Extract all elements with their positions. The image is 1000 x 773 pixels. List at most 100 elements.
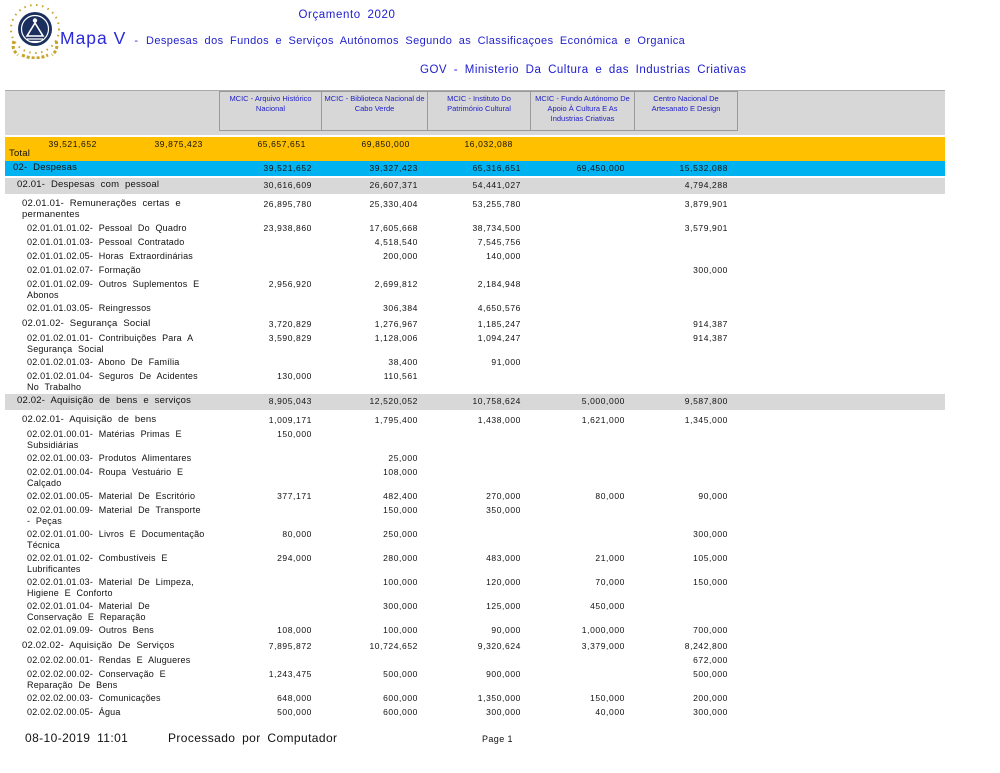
- value-cell-instituto-patrimonio: [428, 465, 531, 467]
- value-cell-biblioteca-nacional: 150,000: [383, 505, 418, 515]
- value-cell-instituto-patrimonio: [428, 451, 531, 453]
- table-row: 02.02.01.00.05- Material De Escritório 3…: [5, 489, 945, 502]
- value-cell-arquivo-historico: 377,171: [277, 491, 312, 501]
- value-cell-biblioteca-nacional: 12,520,052: [369, 396, 418, 406]
- value-cell-instituto-patrimonio: 54,441,027: [472, 180, 521, 190]
- footer-page-number: Page 1: [482, 734, 513, 744]
- value-cell-centro-artesanato: [635, 451, 738, 453]
- budget-table: MCIC - Arquivo Histórico Nacional MCIC -…: [5, 90, 945, 718]
- value-cell-fundo-autonomo: [531, 369, 635, 371]
- row-label: 02.02.01- Aquisição de bens: [22, 414, 157, 425]
- value-cell-arquivo-historico: [220, 575, 322, 577]
- map-subtitle: Despesas dos Fundos e Serviços Autónomos…: [145, 35, 686, 47]
- column-header-centro-artesanato: Centro Nacional De Artesanato E Design: [635, 91, 738, 131]
- value-cell-biblioteca-nacional: 1,276,967: [374, 319, 418, 329]
- table-row: 02.02.01.01.03- Material De Limpeza, Hig…: [5, 575, 945, 598]
- column-header-biblioteca-nacional: MCIC - Biblioteca Nacional de Cabo Verde: [322, 91, 428, 131]
- value-cell-instituto-patrimonio: 350,000: [486, 505, 521, 515]
- value-cell-instituto-patrimonio: [428, 263, 531, 265]
- value-cell-fundo-autonomo: [531, 667, 635, 669]
- value-cell-biblioteca-nacional: [322, 427, 428, 429]
- table-row: 02.02.01.09.09- Outros Bens 108,000 100,…: [5, 623, 945, 636]
- value-cell-instituto-patrimonio: 300,000: [486, 707, 521, 717]
- row-label: 02.01.01.02.07- Formação: [27, 265, 141, 275]
- value-cell-fundo-autonomo: [531, 197, 635, 199]
- table-row: 02.02- Aquisição de bens e serviços 8,90…: [5, 394, 945, 410]
- row-label: 02.02.01.01.02- Combustíveis E Lubrifica…: [27, 553, 168, 574]
- table-row: Total 39,521,652 39,875,423 65,657,651 6…: [5, 137, 945, 161]
- value-cell-centro-artesanato: [635, 355, 738, 357]
- value-cell-fundo-autonomo: 1,000,000: [581, 625, 625, 635]
- value-cell-arquivo-historico: 294,000: [277, 553, 312, 563]
- row-label: 02.01.02- Segurança Social: [22, 318, 151, 329]
- value-cell-biblioteca-nacional: 250,000: [383, 529, 418, 539]
- table-column-headers: MCIC - Arquivo Histórico Nacional MCIC -…: [5, 90, 945, 135]
- table-row: 02.02.01.00.01- Matérias Primas E Subsid…: [5, 427, 945, 450]
- value-cell-instituto-patrimonio: 38,734,500: [472, 223, 521, 233]
- document-title: Orçamento 2020: [298, 9, 396, 21]
- value-cell-centro-artesanato: [635, 369, 738, 371]
- value-cell-fundo-autonomo: [531, 178, 635, 180]
- table-row: 02.01.01.02.09- Outros Suplementos E Abo…: [5, 277, 945, 300]
- value-cell-arquivo-historico: [220, 263, 322, 265]
- table-row: 02.01.01.01.02- Pessoal Do Quadro 23,938…: [5, 221, 945, 234]
- value-cell-centro-artesanato: [635, 277, 738, 279]
- value-cell-arquivo-historico: 23,938,860: [263, 223, 312, 233]
- header-filler: [738, 91, 945, 135]
- value-cell-arquivo-historico: [220, 235, 322, 237]
- value-cell-centro-artesanato: 914,387: [693, 319, 728, 329]
- row-label: 02- Despesas: [13, 162, 78, 173]
- value-cell-biblioteca-nacional: 39,875,423: [154, 139, 203, 149]
- ministry-title: GOV - Ministerio Da Cultura e das Indust…: [420, 64, 747, 76]
- table-row: 02.01.02.01.04- Seguros De Acidentes No …: [5, 369, 945, 392]
- value-cell-arquivo-historico: [220, 355, 322, 357]
- table-row: 02.02.02- Aquisição De Serviços 7,895,87…: [5, 639, 945, 652]
- value-cell-biblioteca-nacional: 500,000: [383, 669, 418, 679]
- value-cell-centro-artesanato: 9,587,800: [684, 396, 728, 406]
- value-cell-fundo-autonomo: 21,000: [595, 553, 625, 563]
- value-cell-biblioteca-nacional: 39,327,423: [369, 163, 418, 173]
- value-cell-instituto-patrimonio: 1,438,000: [477, 415, 521, 425]
- row-label: 02.02.01.00.05- Material De Escritório: [27, 491, 196, 501]
- value-cell-fundo-autonomo: [531, 427, 635, 429]
- value-cell-arquivo-historico: 1,009,171: [268, 415, 312, 425]
- value-cell-arquivo-historico: 80,000: [282, 529, 312, 539]
- value-cell-centro-artesanato: 914,387: [693, 333, 728, 343]
- value-cell-biblioteca-nacional: 38,400: [388, 357, 418, 367]
- table-row: 02.02.01.01.02- Combustíveis E Lubrifica…: [5, 551, 945, 574]
- value-cell-biblioteca-nacional: 110,561: [383, 371, 418, 381]
- row-label: 02.02.02.00.03- Comunicações: [27, 693, 161, 703]
- table-row: 02.02.01- Aquisição de bens 1,009,171 1,…: [5, 413, 945, 426]
- value-cell-biblioteca-nacional: 300,000: [383, 601, 418, 611]
- table-row: 02.02.01.00.04- Roupa Vestuário E Calçad…: [5, 465, 945, 488]
- value-cell-biblioteca-nacional: 1,128,006: [374, 333, 418, 343]
- value-cell-centro-artesanato: 16,032,088: [464, 139, 513, 149]
- value-cell-instituto-patrimonio: 91,000: [491, 357, 521, 367]
- table-row: 02.02.01.01.04- Material De Conservação …: [5, 599, 945, 622]
- row-label: 02.01.01- Remunerações certas e permanen…: [22, 198, 181, 220]
- value-cell-biblioteca-nacional: 2,699,812: [374, 279, 418, 289]
- value-cell-fundo-autonomo: 5,000,000: [581, 396, 625, 406]
- table-row: 02.02.02.00.02- Conservação E Reparação …: [5, 667, 945, 690]
- table-row: 02.01.01.02.07- Formação 300,000: [5, 263, 945, 276]
- value-cell-arquivo-historico: [220, 599, 322, 601]
- value-cell-fundo-autonomo: 450,000: [590, 601, 625, 611]
- value-cell-fundo-autonomo: [531, 301, 635, 303]
- value-cell-fundo-autonomo: [531, 277, 635, 279]
- value-cell-centro-artesanato: 672,000: [693, 655, 728, 665]
- row-label: 02.02.01.01.03- Material De Limpeza, Hig…: [27, 577, 194, 598]
- label-column-header: [5, 91, 220, 131]
- value-cell-arquivo-historico: [220, 653, 322, 655]
- row-label: 02.01.02.01.04- Seguros De Acidentes No …: [27, 371, 198, 392]
- value-cell-instituto-patrimonio: 120,000: [486, 577, 521, 587]
- table-row: 02.02.02.00.01- Rendas E Alugueres 672,0…: [5, 653, 945, 666]
- value-cell-fundo-autonomo: 69,450,000: [576, 163, 625, 173]
- value-cell-fundo-autonomo: [531, 503, 635, 505]
- value-cell-biblioteca-nacional: 25,000: [388, 453, 418, 463]
- row-label: 02.01.01.02.09- Outros Suplementos E Abo…: [27, 279, 200, 300]
- value-cell-instituto-patrimonio: 270,000: [486, 491, 521, 501]
- value-cell-instituto-patrimonio: 65,657,651: [257, 139, 306, 149]
- value-cell-arquivo-historico: 30,616,609: [263, 180, 312, 190]
- value-cell-fundo-autonomo: [531, 527, 635, 529]
